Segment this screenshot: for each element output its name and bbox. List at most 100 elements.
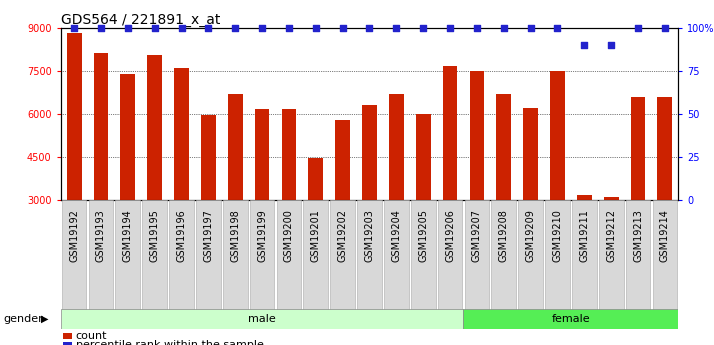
Point [283, 25, 295, 30]
Text: GSM19210: GSM19210 [553, 209, 563, 262]
Text: GSM19205: GSM19205 [418, 209, 428, 262]
Point [525, 25, 536, 30]
Point [552, 25, 563, 30]
Text: female: female [552, 314, 590, 324]
Bar [470, 71, 484, 200]
Point [69, 25, 80, 30]
Bar [303, 200, 328, 314]
Bar [658, 97, 673, 200]
Bar [276, 200, 301, 314]
Point [256, 25, 268, 30]
Bar [331, 200, 355, 314]
Bar [308, 158, 323, 200]
Point [95, 25, 106, 30]
Text: GDS564 / 221891_x_at: GDS564 / 221891_x_at [61, 12, 220, 27]
Point [391, 25, 402, 30]
Point [444, 25, 456, 30]
Bar [228, 94, 243, 200]
Bar [491, 200, 516, 314]
Bar [389, 94, 403, 200]
Bar [223, 200, 248, 314]
Bar [443, 66, 458, 200]
Bar [62, 200, 86, 314]
Bar [66, 33, 81, 200]
Bar [336, 120, 350, 200]
Point [337, 25, 348, 30]
Point [471, 25, 483, 30]
Text: GSM19198: GSM19198 [230, 209, 240, 262]
Text: GSM19196: GSM19196 [176, 209, 186, 262]
Point [418, 25, 429, 30]
Bar [630, 97, 645, 200]
Point [633, 25, 644, 30]
Bar [625, 200, 650, 314]
Point [203, 25, 214, 30]
Bar [545, 200, 570, 314]
Text: GSM19204: GSM19204 [391, 209, 401, 262]
Text: GSM19207: GSM19207 [472, 209, 482, 262]
Bar [577, 195, 592, 200]
Text: GSM19192: GSM19192 [69, 209, 79, 262]
Bar [147, 55, 162, 200]
Bar [169, 200, 194, 314]
Text: GSM19208: GSM19208 [499, 209, 509, 262]
Text: GSM19200: GSM19200 [284, 209, 294, 262]
Bar [89, 200, 114, 314]
Text: GSM19206: GSM19206 [445, 209, 455, 262]
Bar [362, 105, 377, 200]
Point [310, 25, 321, 30]
Point [229, 25, 241, 30]
Point [605, 42, 617, 48]
Text: GSM19214: GSM19214 [660, 209, 670, 262]
Bar [518, 200, 543, 314]
Point [498, 25, 510, 30]
Text: male: male [248, 314, 276, 324]
Point [149, 25, 161, 30]
Bar [438, 200, 463, 314]
Text: GSM19209: GSM19209 [526, 209, 536, 262]
Text: GSM19213: GSM19213 [633, 209, 643, 262]
Bar [174, 68, 189, 200]
Bar [142, 200, 167, 314]
Bar [416, 114, 431, 200]
Bar [255, 109, 269, 200]
Bar [465, 200, 489, 314]
Bar [201, 115, 216, 200]
Text: GSM19199: GSM19199 [257, 209, 267, 262]
Bar [250, 200, 274, 314]
Point [176, 25, 187, 30]
Text: gender: gender [4, 314, 44, 324]
Bar [550, 71, 565, 200]
Text: GSM19212: GSM19212 [606, 209, 616, 262]
Bar [411, 200, 436, 314]
Text: GSM19202: GSM19202 [338, 209, 348, 262]
Text: percentile rank within the sample: percentile rank within the sample [76, 340, 263, 345]
Text: GSM19211: GSM19211 [579, 209, 589, 262]
Text: GSM19201: GSM19201 [311, 209, 321, 262]
Bar [599, 200, 623, 314]
Bar [121, 74, 135, 200]
Bar [281, 109, 296, 200]
Bar [357, 200, 382, 314]
Text: count: count [76, 331, 107, 341]
Bar [653, 200, 677, 314]
Text: GSM19203: GSM19203 [364, 209, 375, 262]
Text: GSM19193: GSM19193 [96, 209, 106, 262]
Point [659, 25, 670, 30]
Bar [116, 200, 140, 314]
Bar [523, 108, 538, 200]
Bar [94, 53, 109, 200]
Text: ▶: ▶ [41, 314, 49, 324]
Point [578, 42, 590, 48]
Bar [572, 200, 597, 314]
Bar [463, 309, 678, 329]
Text: GSM19197: GSM19197 [203, 209, 213, 262]
Text: GSM19195: GSM19195 [150, 209, 160, 262]
Bar [61, 309, 463, 329]
Bar [196, 200, 221, 314]
Text: GSM19194: GSM19194 [123, 209, 133, 262]
Bar [604, 197, 618, 200]
Bar [496, 94, 511, 200]
Point [122, 25, 134, 30]
Point [363, 25, 375, 30]
